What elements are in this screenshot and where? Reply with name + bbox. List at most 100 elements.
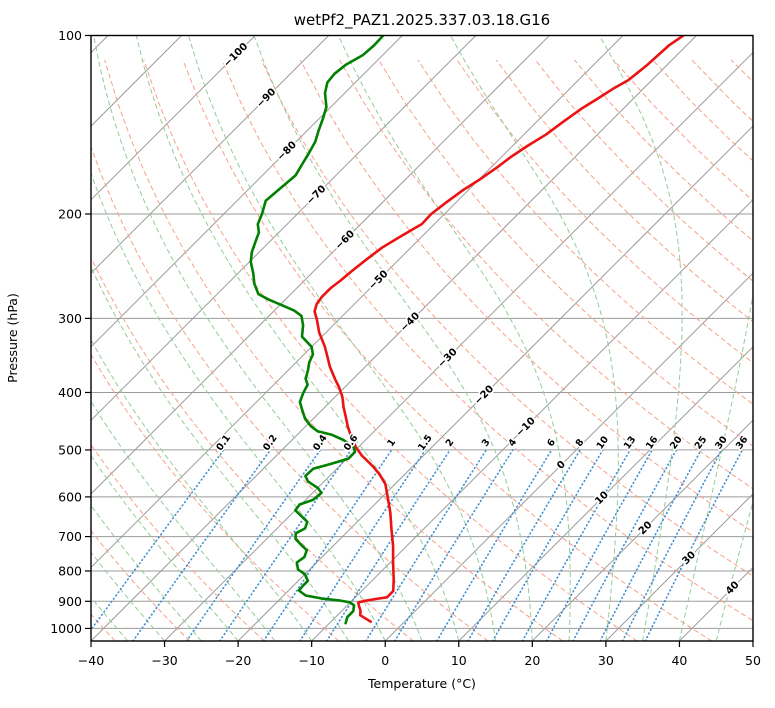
y-tick-label: 500 [58,442,82,457]
moist-adiabat-line [337,35,571,641]
mixing-ratio-line [467,449,581,641]
isotherm-line [91,35,256,201]
isotherm-line [91,35,550,495]
x-tick-label: 40 [671,653,687,668]
mixing-ratio-label: 2 [444,437,457,449]
isotherm-line [237,125,753,641]
dry-adiabat-line [91,256,414,641]
moist-adiabat-line [91,265,349,641]
temperature-profile-line [313,35,685,624]
mixing-ratio-label: 25 [693,434,710,451]
y-tick-label: 200 [58,206,82,221]
dry-adiabat-line [91,353,340,641]
y-tick-label: 300 [58,311,82,326]
mixing-ratio-line [365,449,488,641]
moist-adiabat-line [449,35,619,641]
x-tick-label: 30 [598,653,614,668]
x-tick-label: −10 [298,653,324,668]
dry-adiabat-line [91,529,191,641]
isotherm-line [679,566,753,641]
isotherm-line [91,35,477,422]
y-tick-label: 1000 [50,621,82,636]
dry-adiabat-line [574,59,753,242]
mixing-ratio-label: 20 [668,434,685,451]
isotherm-label: −80 [275,140,299,164]
mixing-ratio-label: 16 [644,434,661,451]
dry-adiabat-line [417,59,753,405]
isobar-gridlines [91,35,753,629]
moist-adiabats [91,35,753,641]
isotherm-line [752,640,753,641]
dry-adiabat-line [104,59,563,641]
moist-adiabat-line [188,35,497,641]
mixing-ratio-label: 8 [574,437,587,449]
mixing-ratio-line [262,449,393,641]
mixing-ratio-line [572,449,678,641]
y-axis-title: Pressure (hPa) [5,293,20,383]
x-tick-label: −40 [78,653,104,668]
moist-adiabat-line [91,454,239,641]
x-tick-label: 0 [381,653,389,668]
dry-adiabat-line [339,59,753,490]
mixing-ratio-line [132,449,272,641]
dry-adiabat-line [495,59,753,323]
dry-adiabat-line [143,59,638,641]
mixing-ratio-lines [91,449,744,641]
moist-adiabat-line [253,35,533,641]
isotherm-line [164,51,753,641]
moist-adiabat-line [91,171,386,641]
isotherm-line [531,419,753,641]
mixing-ratio-label: 3 [480,437,493,449]
isotherm-line [91,35,403,348]
isotherm-line [91,35,330,274]
isotherm-label: −100 [222,41,250,69]
dry-adiabats [91,59,775,641]
x-tick-label: 10 [451,653,467,668]
mixing-ratio-label: 4 [506,437,519,449]
isotherm-line [605,493,753,641]
moist-adiabat-line [135,35,460,641]
x-tick-label: −30 [151,653,177,668]
y-tick-label: 800 [58,563,82,578]
mixing-ratio-line [185,449,322,641]
y-tick-label: 100 [58,28,82,43]
moist-adiabat-line [598,35,683,641]
y-tick-label: 900 [58,594,82,609]
mixing-ratio-line [393,449,514,641]
mixing-ratio-line [436,449,553,641]
dry-adiabat-line [691,59,753,122]
x-tick-label: −20 [225,653,251,668]
dry-adiabat-line [91,145,489,641]
x-tick-label: 50 [745,653,761,668]
sounding-profiles [249,35,685,625]
dry-adiabat-line [378,59,753,447]
moist-adiabat-line [91,338,313,641]
mixing-ratio-line [521,449,631,641]
moist-adiabat-line [715,500,753,641]
mixing-ratio-line [325,449,451,641]
plot-area: −100−90−80−70−60−50−40−30−20−10010203040… [50,28,775,668]
mixing-ratio-line [91,449,225,632]
dewpoint-profile-line [249,35,385,625]
dry-adiabat-line [91,443,265,641]
dry-adiabat-line [770,60,775,641]
mixing-ratio-line [545,449,654,641]
mixing-ratio-line [219,449,352,641]
mixing-ratio-line [599,449,702,641]
x-tick-label: 20 [524,653,540,668]
y-tick-label: 600 [58,489,82,504]
plot-border [90,34,754,642]
moist-adiabat-line [678,291,753,641]
isotherm-line [384,272,753,641]
y-tick-label: 400 [58,385,82,400]
moist-adiabat-line [752,639,753,641]
dry-adiabat-line [652,59,753,162]
moist-adiabat-line [91,551,165,641]
chart-title: wetPf2_PAZ1.2025.337.03.18.G16 [294,11,550,30]
isotherm-label: −10 [514,416,538,440]
dry-adiabat-line [182,59,713,641]
dry-adiabat-line [299,59,753,533]
